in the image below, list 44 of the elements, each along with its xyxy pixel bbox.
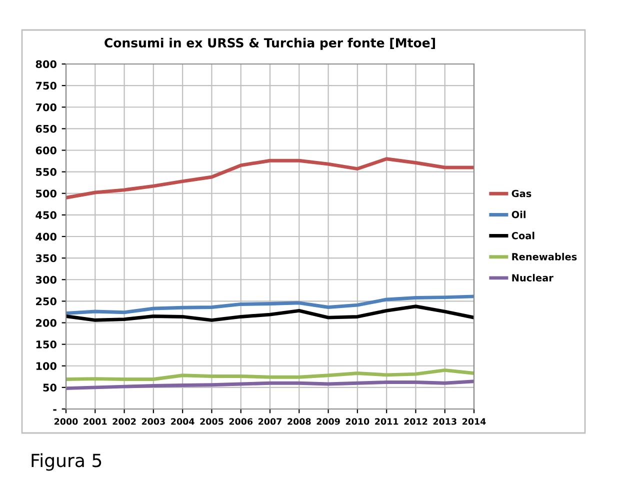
y-tick-label: 200 xyxy=(36,318,56,327)
line-series xyxy=(66,304,474,322)
y-tick-label: - xyxy=(53,409,56,411)
x-tick-label: 2004 xyxy=(171,418,194,425)
legend-label: Oil xyxy=(512,210,526,218)
chart-title: Consumi in ex URSS & Turchia per fonte [Mtoe] xyxy=(104,38,435,50)
line-series xyxy=(66,157,474,200)
y-tick-label: 800 xyxy=(36,60,56,68)
y-tick-label: 150 xyxy=(36,340,56,348)
y-tick-label: 400 xyxy=(36,232,56,241)
y-tick-label: 100 xyxy=(36,362,56,370)
line-series xyxy=(66,368,474,381)
legend-label: Gas xyxy=(512,190,532,198)
x-tick-label: 2014 xyxy=(462,418,486,425)
y-tick-label: 600 xyxy=(36,146,56,154)
y-tick-label: 500 xyxy=(36,190,56,198)
x-tick-label: 2011 xyxy=(375,418,398,425)
y-tick-label: 450 xyxy=(36,211,56,220)
x-tick-label: 2008 xyxy=(288,418,311,425)
x-tick-label: 2001 xyxy=(84,418,107,425)
x-tick-label: 2010 xyxy=(346,418,370,425)
x-tick-label: 2009 xyxy=(316,418,340,425)
x-tick-label: 2002 xyxy=(112,418,136,425)
line-series xyxy=(66,380,474,390)
y-tick-label: 300 xyxy=(36,276,56,284)
y-tick-label: 350 xyxy=(36,254,56,262)
line-series xyxy=(66,294,474,315)
x-tick-label: 2006 xyxy=(229,418,253,425)
x-tick-label: 2003 xyxy=(142,418,165,425)
legend-label: Coal xyxy=(512,232,534,240)
y-tick-label: 50 xyxy=(43,384,56,392)
legend-label: Nuclear xyxy=(512,274,554,282)
x-tick-label: 2007 xyxy=(258,418,282,425)
y-tick-label: 650 xyxy=(36,124,56,133)
y-tick-label: 550 xyxy=(36,168,56,176)
text: Figura 5 xyxy=(32,453,102,471)
y-tick-label: 750 xyxy=(36,82,56,90)
x-tick-label: 2012 xyxy=(404,418,428,425)
x-tick-label: 2013 xyxy=(433,418,456,425)
x-tick-label: 2005 xyxy=(200,418,224,425)
y-tick-label: 700 xyxy=(36,103,56,112)
y-tick-label: 250 xyxy=(36,297,56,306)
legend-label: Renewables xyxy=(512,252,577,260)
x-tick-label: 2000 xyxy=(54,418,78,425)
